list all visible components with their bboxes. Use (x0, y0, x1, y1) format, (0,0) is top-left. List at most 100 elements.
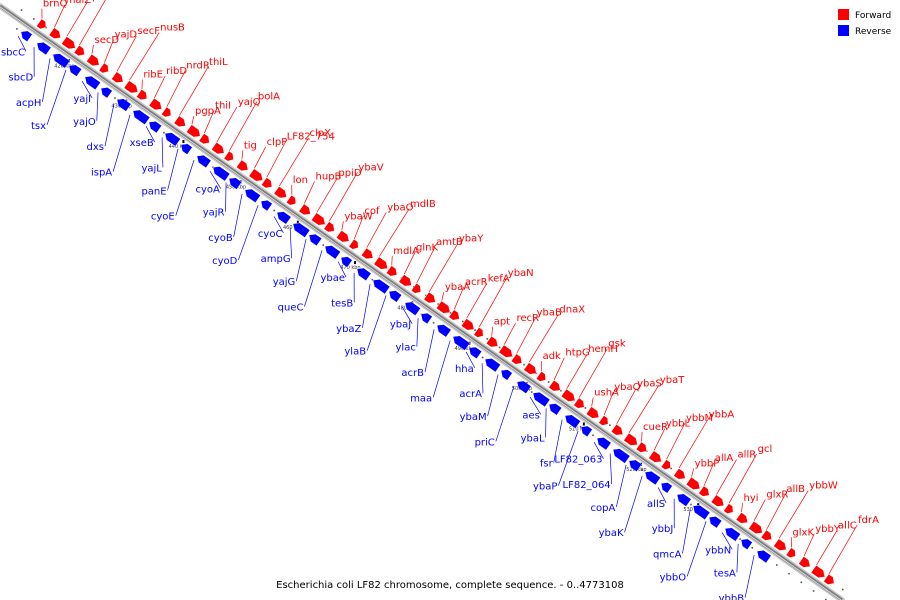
gene-label-lf82-063: LF82_063 (554, 455, 602, 466)
gene-arrow-ybav (323, 221, 335, 233)
gene-arrow-cyoe (196, 154, 212, 169)
gene-label-ybas: ybaS (637, 379, 662, 390)
gene-label-kefa: kefA (488, 273, 510, 284)
gene-arrow-ylac (420, 312, 433, 325)
gene-label-allr: allR (738, 450, 757, 461)
gene-label-yajl: yajL (141, 163, 162, 174)
gene-arrow-tsx (68, 64, 83, 77)
gene-arrow-ybaz (372, 279, 391, 295)
gene-arrow-dxs (116, 98, 132, 112)
gene-label-ylab: ylaB (344, 347, 366, 358)
gene-arrow-mdla (386, 265, 398, 277)
gene-label-clpp: clpP (267, 137, 288, 148)
gene-label-sbcd: sbcD (8, 73, 33, 84)
gene-arrow-ispa (132, 109, 151, 125)
gene-arrow-tig (236, 159, 249, 171)
gene-label-quea: queA (88, 0, 114, 3)
gene-arrow-yajo (100, 87, 113, 99)
gene-arrow-adk (535, 371, 546, 382)
gene-arrow-ybal (548, 403, 563, 416)
gene-arrow-ybbw (773, 538, 787, 551)
gene-label-malz: malZ (66, 0, 92, 6)
gene-arrow-copa (628, 459, 643, 472)
gene-label-ybaz: ybaZ (336, 324, 361, 335)
gene-labels: brnQmalZqueAtgtsecDyajDsecFnusBribEribDn… (1, 0, 879, 600)
gene-arrow-tesa (740, 538, 753, 550)
gene-label-hyi: hyi (744, 493, 759, 504)
gene-arrow-xseb (148, 121, 163, 134)
gene-label-ppid: ppiD (338, 168, 361, 179)
gene-label-glxr: glxR (766, 489, 788, 500)
gene-label-xseb: xseB (130, 138, 154, 149)
gene-label-ybap: ybaP (533, 482, 557, 493)
gene-label-ribe: ribE (143, 70, 163, 81)
gene-label-apt: apt (494, 317, 510, 328)
gene-arrow-pane (180, 143, 193, 155)
gene-label-ybav: ybaV (358, 162, 383, 173)
gene-label-allc: allC (838, 520, 857, 531)
legend-swatch-forward (838, 9, 849, 20)
gene-label-ybak: ybaK (599, 528, 624, 539)
gene-label-adk: adk (543, 351, 561, 362)
gene-arrow-amtb (411, 283, 421, 294)
gene-label-ybba: ybbA (709, 410, 735, 421)
gene-arrow-ybaa (436, 300, 451, 314)
gene-label-ybaa: ybaA (445, 282, 470, 293)
gene-arrow-alls (660, 482, 673, 494)
gene-arrow-pric (516, 380, 532, 394)
gene-arrow-yajg (308, 233, 323, 247)
gene-label-cyoa: cyoA (195, 185, 220, 196)
gene-label-htpg: htpG (565, 348, 589, 359)
gene-arrow-ybbb (756, 550, 772, 564)
gene-arrow-glxk (785, 547, 796, 558)
legend-swatch-reverse (838, 25, 849, 36)
gene-label-ybaw: ybaW (344, 211, 372, 222)
gene-label-hemh: hemH (588, 344, 618, 355)
gene-arrow-glxr (748, 520, 763, 534)
gene-label-cof: cof (364, 206, 380, 217)
gene-arrow-brnq (36, 18, 47, 30)
gene-arrow-lf82-754 (261, 177, 273, 189)
gene-label-cyod: cyoD (212, 256, 238, 267)
gene-arrow-ybae (340, 256, 353, 268)
gene-label-hupb: hupB (316, 171, 342, 182)
legend: Forward Reverse (838, 9, 892, 37)
gene-arrow-ybak (644, 471, 661, 486)
gene-arrow-yajr (228, 177, 243, 190)
gene-label-ybat: ybaT (660, 375, 685, 386)
gene-label-lon: lon (293, 175, 308, 186)
gene-label-mdla: mdlA (393, 246, 419, 257)
gene-label-alla: allA (715, 453, 734, 464)
gene-arrow-dnax (523, 362, 537, 375)
gene-arrow-ybas (610, 424, 624, 436)
gene-label-cyob: cyoB (208, 233, 233, 244)
gene-label-clpx: clpX (310, 128, 332, 139)
tick-label-440-kbp: 440 kbp (169, 144, 189, 150)
gene-arrow-sbcd (36, 42, 52, 56)
gene-label-ybay: ybaY (459, 233, 484, 244)
gene-label-thii: thiI (215, 101, 231, 112)
gene-arrow-yajq (211, 142, 225, 155)
gene-arrow-alla (698, 485, 710, 497)
gene-arrow-ybbp (685, 476, 701, 490)
gene-label-ispa: ispA (91, 167, 112, 178)
gene-arrow-ybba (673, 468, 686, 480)
gene-arrow-htpg (548, 379, 561, 392)
gene-arrow-cyoa (212, 166, 231, 182)
gene-arrow-fsr (564, 414, 581, 429)
gene-arrow-kefa (460, 318, 475, 331)
gene-label-dxs: dxs (86, 142, 103, 153)
gene-arrow-ybbj (676, 493, 692, 507)
gene-label-ybbw: ybbW (809, 481, 838, 492)
gene-arrow-ybbn (724, 527, 741, 542)
gene-arrow-quea (61, 36, 76, 50)
gene-label-cyoc: cyoC (258, 229, 283, 240)
gene-arrow-ybam (500, 369, 513, 381)
gene-arrow-sbcc (20, 30, 33, 42)
gene-label-aes: aes (522, 410, 540, 421)
gene-arrow-ybay (423, 291, 436, 304)
gene-label-acrr: acrR (465, 277, 488, 288)
gene-label-gcl: gcl (758, 444, 773, 455)
gene-label-lf82-064: LF82_064 (563, 480, 611, 491)
gene-arrow-ybbl (648, 450, 662, 463)
